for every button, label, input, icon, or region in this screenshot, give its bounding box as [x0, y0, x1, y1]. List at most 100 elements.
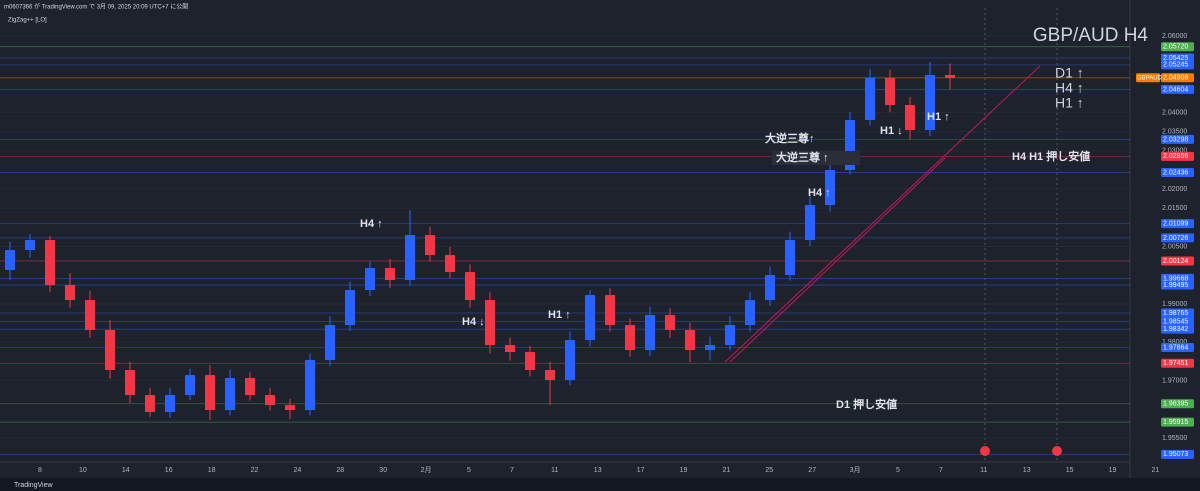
x-tick-label: 7 — [939, 467, 943, 474]
y-tick-label: 2.00500 — [1162, 243, 1187, 250]
price-tag-label: 2.03298 — [1163, 136, 1188, 143]
event-icon[interactable] — [980, 446, 990, 456]
candle-body — [185, 375, 195, 396]
price-tag — [1161, 134, 1194, 144]
annotation: H1 ↑ — [927, 111, 950, 123]
x-tick-label: 24 — [294, 467, 302, 474]
x-tick-label: 2月 — [421, 466, 432, 474]
candle-body — [885, 77, 895, 106]
price-tag-label: 1.98765 — [1163, 310, 1188, 317]
candle-body — [385, 268, 395, 281]
price-tag-label: 1.99495 — [1163, 282, 1188, 289]
candle-body — [845, 119, 855, 171]
trendline — [724, 65, 1041, 363]
y-tick-label: 2.02000 — [1162, 186, 1187, 193]
symbol-tag — [1136, 73, 1160, 83]
candle-body — [705, 345, 715, 351]
annotation: H4 ↑ — [808, 187, 831, 199]
price-tag — [1161, 84, 1194, 94]
x-tick-label: 8 — [38, 467, 42, 474]
x-tick-label: 25 — [765, 467, 773, 474]
candle-body — [165, 395, 175, 413]
price-tag-label: 1.97451 — [1163, 360, 1188, 367]
annotation: 大逆三尊↑ — [765, 131, 815, 145]
candle-body — [685, 330, 695, 351]
price-tag-label: 2.02436 — [1163, 169, 1188, 176]
candle-body — [905, 105, 915, 131]
annotation: 大逆三尊 ↑ — [776, 150, 829, 164]
x-tick-label: 11 — [551, 467, 558, 474]
candle-body — [305, 360, 315, 411]
candle-body — [785, 240, 795, 276]
x-tick-label: 21 — [723, 467, 731, 474]
x-tick-label: 16 — [165, 467, 173, 474]
x-tick-label: 18 — [208, 467, 216, 474]
x-tick-label: 27 — [808, 467, 816, 474]
candle-body — [65, 285, 75, 301]
candle-body — [665, 315, 675, 331]
x-tick-label: 13 — [1023, 467, 1031, 474]
x-tick-label: 5 — [467, 467, 471, 474]
x-tick-label: 19 — [1109, 467, 1117, 474]
candle-body — [265, 395, 275, 406]
price-tag-label: 2.04604 — [1163, 86, 1188, 93]
price-tag — [1161, 73, 1194, 83]
price-tag — [1161, 167, 1194, 177]
price-tag-label: 2.00124 — [1163, 258, 1188, 265]
candle-body — [805, 205, 815, 241]
candle-body — [925, 75, 935, 131]
price-tag-label: 1.97864 — [1163, 344, 1188, 351]
footer-bar — [0, 478, 1200, 491]
y-tick-label: 2.01500 — [1162, 205, 1187, 212]
y-tick-label: 2.03500 — [1162, 129, 1187, 136]
event-icon[interactable] — [1052, 446, 1062, 456]
price-tag-label: 1.96395 — [1163, 401, 1188, 408]
candle-body — [725, 325, 735, 346]
candle-body — [505, 345, 515, 353]
annotation: H1 ↑ — [548, 309, 571, 321]
candle-body — [105, 330, 115, 371]
indicator: ZigZag++ [LO] — [8, 18, 47, 24]
bias: H1 ↑ — [1055, 95, 1084, 111]
price-tag — [1161, 399, 1194, 409]
candle-body — [565, 340, 575, 381]
x-tick-label: 7 — [510, 467, 514, 474]
y-tick-label: 1.95500 — [1162, 435, 1187, 442]
price-tag — [1161, 53, 1194, 63]
price-tag-label: 2.05425 — [1163, 55, 1188, 62]
price-tag — [1161, 256, 1194, 266]
y-tick-label: 1.97000 — [1162, 377, 1187, 384]
x-tick-label: 17 — [637, 467, 645, 474]
candle-body — [525, 352, 535, 371]
bias: H4 ↑ — [1055, 80, 1084, 96]
annotation-bg — [772, 151, 860, 165]
candle-body — [45, 240, 55, 286]
candle-body — [345, 290, 355, 326]
candle-body — [285, 405, 295, 411]
candle-body — [545, 370, 555, 381]
plot — [0, 35, 1130, 455]
candle-body — [445, 255, 455, 273]
candle-body — [945, 75, 955, 78]
candle-body — [5, 250, 15, 271]
price-tag-label: 2.05720 — [1163, 44, 1188, 51]
x-tick-label: 28 — [336, 467, 344, 474]
candle-body — [605, 295, 615, 326]
candle-body — [765, 275, 775, 301]
candle-body — [225, 378, 235, 411]
y-tick-label: 2.03000 — [1162, 148, 1187, 155]
candle-body — [125, 370, 135, 396]
candle-body — [85, 300, 95, 331]
footer-logo: TradingView — [14, 482, 53, 489]
price-tag-label: 1.99668 — [1163, 275, 1188, 282]
x-tick-label: 3月 — [850, 466, 861, 474]
price-tag — [1161, 233, 1194, 243]
price-tag — [1161, 151, 1194, 161]
price-tag — [1161, 324, 1194, 334]
y-tick-label: 2.04000 — [1162, 109, 1187, 116]
x-tick-label: 22 — [251, 467, 259, 474]
candle-body — [405, 235, 415, 281]
price-tag-label: 2.00726 — [1163, 235, 1188, 242]
x-tick-label: 11 — [980, 467, 987, 474]
